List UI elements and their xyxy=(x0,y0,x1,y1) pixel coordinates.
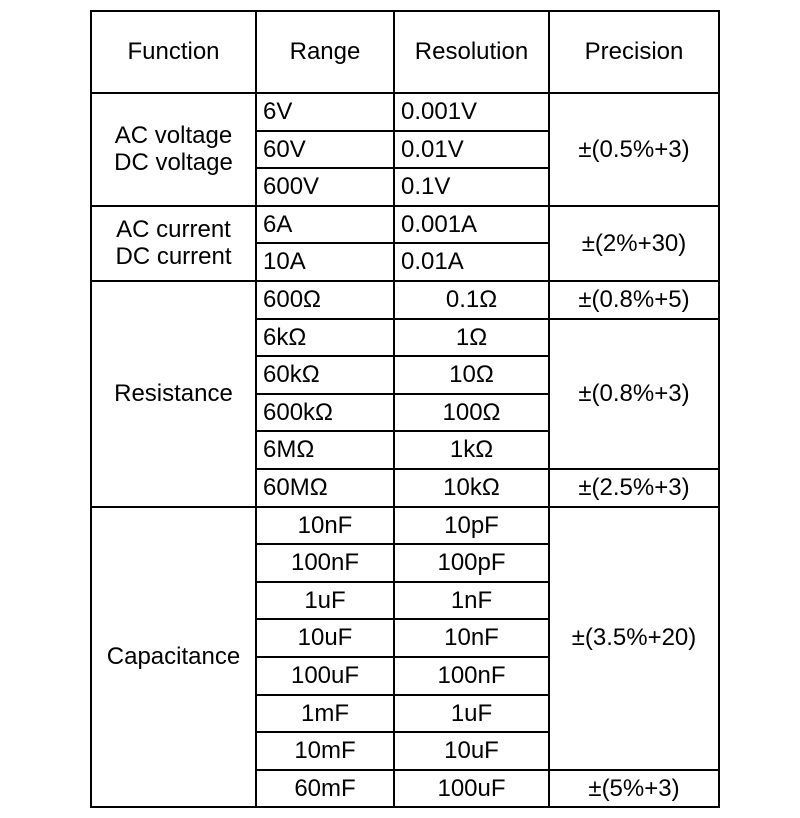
range-cell: 10nF xyxy=(256,507,394,545)
function-label: AC voltage xyxy=(115,122,232,149)
range-cell: 600kΩ xyxy=(256,394,394,432)
resolution-cell: 1uF xyxy=(394,695,549,733)
table-row: AC current DC current 6A 0.001A ±(2%+30) xyxy=(91,206,719,244)
col-header-range: Range xyxy=(256,11,394,93)
range-cell: 6MΩ xyxy=(256,431,394,469)
resolution-cell: 0.001V xyxy=(394,93,549,131)
range-cell: 60V xyxy=(256,131,394,169)
table-row: AC voltage DC voltage 6V 0.001V ±(0.5%+3… xyxy=(91,93,719,131)
precision-cell: ±(3.5%+20) xyxy=(549,507,719,770)
resolution-cell: 1nF xyxy=(394,582,549,620)
range-cell: 60MΩ xyxy=(256,469,394,507)
resolution-cell: 1Ω xyxy=(394,319,549,357)
range-cell: 100uF xyxy=(256,657,394,695)
range-cell: 6kΩ xyxy=(256,319,394,357)
table-row: Resistance 600Ω 0.1Ω ±(0.8%+5) xyxy=(91,281,719,319)
resolution-cell: 10kΩ xyxy=(394,469,549,507)
precision-cell: ±(2%+30) xyxy=(549,206,719,281)
range-cell: 6A xyxy=(256,206,394,244)
spec-table: Function Range Resolution Precision AC v… xyxy=(90,10,720,808)
resolution-cell: 0.1V xyxy=(394,168,549,206)
resolution-cell: 1kΩ xyxy=(394,431,549,469)
range-cell: 10uF xyxy=(256,619,394,657)
range-cell: 600Ω xyxy=(256,281,394,319)
range-cell: 60kΩ xyxy=(256,356,394,394)
function-label: DC current xyxy=(115,243,231,270)
range-cell: 100nF xyxy=(256,544,394,582)
resolution-cell: 0.001A xyxy=(394,206,549,244)
col-header-resolution: Resolution xyxy=(394,11,549,93)
range-cell: 10mF xyxy=(256,732,394,770)
range-cell: 6V xyxy=(256,93,394,131)
col-header-precision: Precision xyxy=(549,11,719,93)
range-cell: 1uF xyxy=(256,582,394,620)
function-capacitance: Capacitance xyxy=(91,507,256,808)
function-voltage: AC voltage DC voltage xyxy=(91,93,256,206)
function-resistance: Resistance xyxy=(91,281,256,507)
precision-cell: ±(2.5%+3) xyxy=(549,469,719,507)
resolution-cell: 100pF xyxy=(394,544,549,582)
resolution-cell: 10pF xyxy=(394,507,549,545)
precision-cell: ±(5%+3) xyxy=(549,770,719,808)
precision-cell: ±(0.8%+3) xyxy=(549,319,719,469)
resolution-cell: 0.01A xyxy=(394,243,549,281)
function-label: AC current xyxy=(116,216,231,243)
function-label: DC voltage xyxy=(114,149,233,176)
resolution-cell: 100nF xyxy=(394,657,549,695)
col-header-function: Function xyxy=(91,11,256,93)
range-cell: 600V xyxy=(256,168,394,206)
resolution-cell: 0.01V xyxy=(394,131,549,169)
resolution-cell: 100uF xyxy=(394,770,549,808)
resolution-cell: 10uF xyxy=(394,732,549,770)
range-cell: 60mF xyxy=(256,770,394,808)
range-cell: 1mF xyxy=(256,695,394,733)
table-header-row: Function Range Resolution Precision xyxy=(91,11,719,93)
resolution-cell: 100Ω xyxy=(394,394,549,432)
resolution-cell: 0.1Ω xyxy=(394,281,549,319)
resolution-cell: 10nF xyxy=(394,619,549,657)
function-current: AC current DC current xyxy=(91,206,256,281)
table-row: Capacitance 10nF 10pF ±(3.5%+20) xyxy=(91,507,719,545)
resolution-cell: 10Ω xyxy=(394,356,549,394)
precision-cell: ±(0.8%+5) xyxy=(549,281,719,319)
range-cell: 10A xyxy=(256,243,394,281)
spec-table-container: Function Range Resolution Precision AC v… xyxy=(0,0,800,818)
precision-cell: ±(0.5%+3) xyxy=(549,93,719,206)
